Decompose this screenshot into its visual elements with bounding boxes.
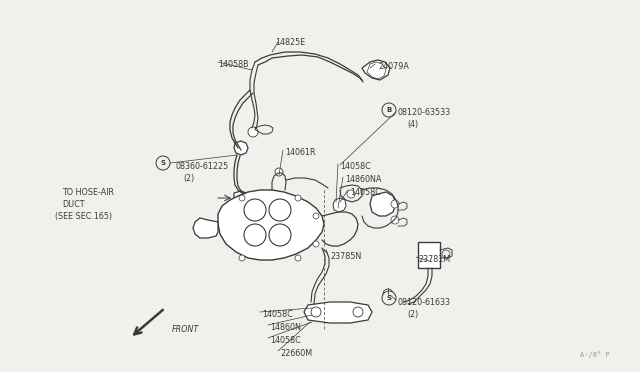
Circle shape: [353, 307, 363, 317]
Text: 22660M: 22660M: [280, 349, 312, 358]
Text: 14860NA: 14860NA: [345, 175, 381, 184]
Text: 14058C: 14058C: [350, 188, 381, 197]
Text: 23781M: 23781M: [418, 255, 450, 264]
Circle shape: [382, 103, 396, 117]
Text: FRONT: FRONT: [172, 325, 199, 334]
Polygon shape: [333, 198, 346, 212]
Polygon shape: [362, 60, 390, 80]
Circle shape: [239, 255, 245, 261]
Circle shape: [383, 289, 393, 299]
Circle shape: [347, 190, 355, 198]
Text: DUCT: DUCT: [62, 200, 84, 209]
Circle shape: [391, 216, 399, 224]
Circle shape: [382, 291, 396, 305]
Text: 24079A: 24079A: [378, 62, 409, 71]
Text: (2): (2): [183, 174, 195, 183]
Polygon shape: [370, 192, 396, 216]
Polygon shape: [234, 141, 248, 155]
Text: S: S: [387, 295, 392, 301]
Polygon shape: [218, 190, 324, 260]
Polygon shape: [418, 242, 440, 268]
Polygon shape: [234, 191, 248, 204]
Text: 08360-61225: 08360-61225: [175, 162, 228, 171]
Circle shape: [269, 224, 291, 246]
Circle shape: [275, 168, 283, 176]
Text: 14061R: 14061R: [285, 148, 316, 157]
Text: 14058C: 14058C: [340, 162, 371, 171]
Text: 23785N: 23785N: [330, 252, 361, 261]
Text: 08120-63533: 08120-63533: [398, 108, 451, 117]
Polygon shape: [193, 218, 218, 238]
Text: (4): (4): [407, 120, 418, 129]
Circle shape: [156, 156, 170, 170]
Text: A·/8° P: A·/8° P: [580, 351, 610, 358]
Text: 14058B: 14058B: [218, 60, 248, 69]
Text: 14058C: 14058C: [270, 336, 301, 345]
Circle shape: [295, 195, 301, 201]
Circle shape: [391, 200, 399, 208]
Text: 14860N: 14860N: [270, 323, 301, 332]
Polygon shape: [304, 302, 372, 323]
Circle shape: [313, 241, 319, 247]
Text: 08120-61633: 08120-61633: [398, 298, 451, 307]
Text: (SEE SEC.165): (SEE SEC.165): [55, 212, 112, 221]
Text: B: B: [387, 107, 392, 113]
Circle shape: [244, 199, 266, 221]
Text: S: S: [161, 160, 166, 166]
Circle shape: [239, 195, 245, 201]
Circle shape: [313, 213, 319, 219]
Text: 14825E: 14825E: [275, 38, 305, 47]
Circle shape: [248, 127, 258, 137]
Circle shape: [269, 199, 291, 221]
Circle shape: [311, 307, 321, 317]
Circle shape: [295, 255, 301, 261]
Text: TO HOSE-AIR: TO HOSE-AIR: [62, 188, 114, 197]
Text: (2): (2): [407, 310, 419, 319]
Circle shape: [244, 224, 266, 246]
Text: 14058C: 14058C: [262, 310, 292, 319]
